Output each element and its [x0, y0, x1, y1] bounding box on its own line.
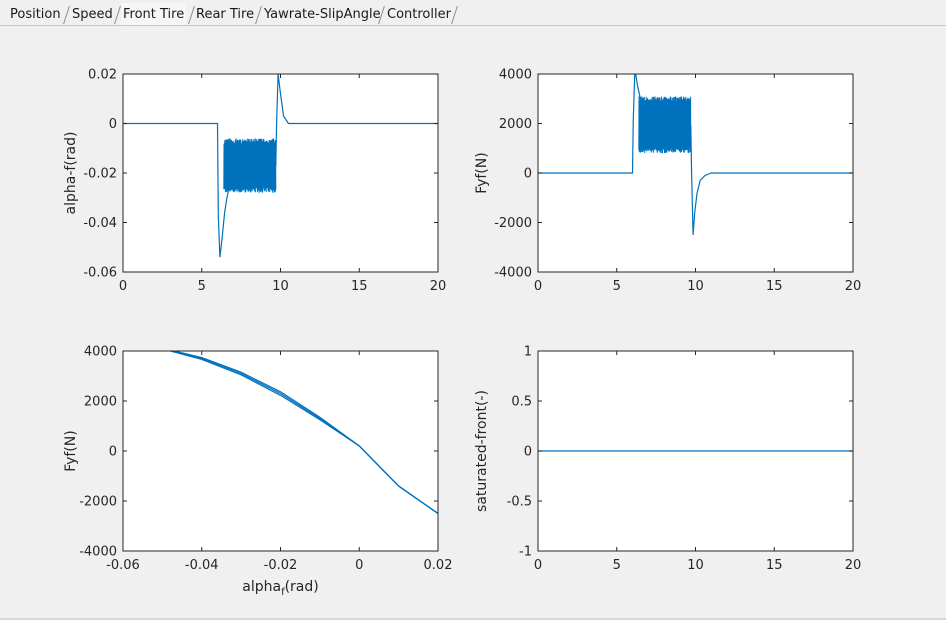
x-tick-label: -0.06 — [106, 558, 140, 573]
y-tick-label: 0 — [109, 117, 117, 132]
figure-panel: 0 5 10 15 20 -0.06 -0.04 -0.02 0 0.02 alpha-f(rad)… — [0, 26, 946, 620]
y-tick-label: -0.06 — [83, 266, 117, 281]
data-layer — [123, 74, 438, 258]
x-tick-label: 15 — [766, 279, 783, 294]
y-tick-label: 2000 — [84, 395, 117, 410]
x-tick-label: 10 — [687, 558, 704, 573]
y-tick-label: 4000 — [499, 68, 532, 83]
chart-4: 0 5 10 15 20 -1 -0.5 0 0.5 1 saturated-front(-) — [474, 345, 861, 574]
plot-area — [123, 351, 438, 551]
tab-position[interactable]: Position — [10, 7, 61, 22]
y-axis-label: Fyf(N) — [63, 430, 79, 471]
x-tick-label: 10 — [272, 279, 289, 294]
x-tick-label: 0.02 — [424, 558, 453, 573]
x-tick-label: 15 — [766, 558, 783, 573]
figure-canvas: 0 5 10 15 20-0.06-0.04-0.0200.02alpha-f(rad)… — [63, 68, 861, 599]
chart-3: -0.06 -0.04 -0.02 0 0.02 -4000 -2000 0 2000 4000 F… — [63, 345, 452, 599]
y-tick-label: -1 — [519, 545, 532, 560]
y-tick-label: -4000 — [494, 266, 532, 281]
x-tick-label: 20 — [845, 279, 862, 294]
y-tick-label: 0.5 — [511, 395, 532, 410]
y-tick-label: -2000 — [494, 216, 532, 231]
y-tick-label: -2000 — [79, 495, 117, 510]
x-tick-label: 5 — [198, 279, 206, 294]
y-tick-label: 4000 — [84, 345, 117, 360]
x-axis-label: alphaf(rad) — [242, 579, 319, 598]
x-tick-label: -0.02 — [264, 558, 298, 573]
chart-2: 0 5 10 15 20 -4000 -2000 0 2000 4000 Fyf(N) — [474, 68, 861, 295]
data-layer — [538, 74, 853, 235]
y-axis-label: saturated-front(-) — [474, 390, 490, 512]
oscillation-band — [638, 96, 692, 154]
tab-controller[interactable]: Controller — [387, 7, 451, 22]
y-tick-label: -0.04 — [83, 216, 117, 231]
x-tick-label: 5 — [613, 558, 621, 573]
tab-bar: Position Speed Front Tire Rear Tire Yawr… — [0, 0, 946, 26]
x-tick-label: 5 — [613, 279, 621, 294]
x-tick-label: 0 — [355, 558, 363, 573]
y-tick-label: 0 — [109, 445, 117, 460]
y-axis-label: Fyf(N) — [474, 152, 490, 193]
tab-yawrate-slipangle[interactable]: Yawrate-SlipAngle — [264, 7, 381, 22]
tab-speed[interactable]: Speed — [72, 7, 113, 22]
y-tick-label: 0 — [524, 167, 532, 182]
y-tick-label: -0.5 — [507, 495, 532, 510]
y-tick-label: 0 — [524, 445, 532, 460]
x-tick-label: 0 — [534, 279, 542, 294]
y-tick-label: 1 — [524, 345, 532, 360]
window-bottom-edge — [0, 618, 946, 620]
x-tick-label: 20 — [845, 558, 862, 573]
x-tick-label: 0 — [534, 558, 542, 573]
chart-1: 0 5 10 15 20 -0.06 -0.04 -0.02 0 0.02 alpha-f(rad) — [63, 68, 446, 295]
x-tick-label: 0 — [119, 279, 127, 294]
tab-front-tire[interactable]: Front Tire — [121, 3, 187, 26]
x-tick-label: 20 — [430, 279, 447, 294]
y-tick-label: 2000 — [499, 117, 532, 132]
x-tick-label: 10 — [687, 279, 704, 294]
y-tick-label: -4000 — [79, 545, 117, 560]
y-tick-label: 0.02 — [88, 68, 117, 83]
y-axis-label: alpha-f(rad) — [63, 132, 79, 215]
tab-underline — [0, 25, 946, 26]
x-tick-label: -0.04 — [185, 558, 219, 573]
x-tick-label: 15 — [351, 279, 368, 294]
plot-area — [123, 74, 438, 272]
tab-rear-tire[interactable]: Rear Tire — [196, 7, 255, 22]
y-tick-label: -0.02 — [83, 167, 117, 182]
oscillation-band — [223, 138, 277, 193]
